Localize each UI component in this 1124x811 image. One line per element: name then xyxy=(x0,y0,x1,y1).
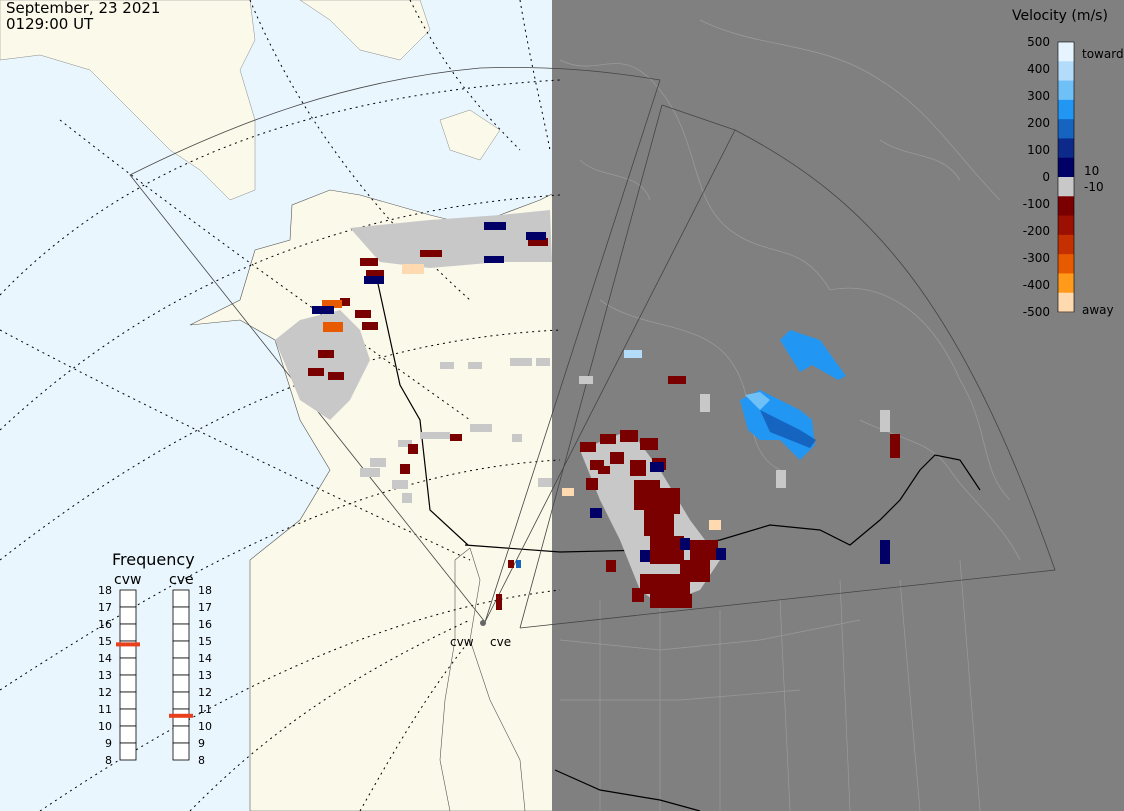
frequency-cell xyxy=(119,691,137,710)
velocity-color-swatch xyxy=(1058,99,1074,120)
frequency-cell xyxy=(119,708,137,727)
velocity-color-swatch xyxy=(1058,119,1074,139)
frequency-tick-left: 13 xyxy=(98,669,112,682)
frequency-tick-right: 9 xyxy=(198,737,205,750)
frequency-cell xyxy=(172,640,190,659)
frequency-radar-label: cvw xyxy=(114,572,141,588)
frequency-cell xyxy=(172,674,190,693)
frequency-tick-right: 8 xyxy=(198,754,205,767)
velocity-tick-label: 200 xyxy=(1027,116,1050,130)
frequency-cell xyxy=(119,725,137,744)
velocity-color-swatch xyxy=(1058,215,1074,236)
velocity-tick-label: 300 xyxy=(1027,89,1050,103)
frequency-cell xyxy=(119,589,137,608)
frequency-cell xyxy=(172,691,190,710)
frequency-tick-left: 8 xyxy=(105,754,112,767)
frequency-cell xyxy=(172,725,190,744)
velocity-color-swatch xyxy=(1058,234,1074,255)
velocity-color-swatch xyxy=(1058,196,1074,217)
frequency-cell xyxy=(172,589,190,608)
velocity-color-swatch xyxy=(1058,80,1074,101)
velocity-color-swatch xyxy=(1058,273,1074,294)
state-borders xyxy=(559,559,981,811)
velocity-legend-title: Velocity (m/s) xyxy=(1012,8,1108,24)
velocity-low-label: 10 xyxy=(1084,164,1099,178)
site-label-cvw: cvw xyxy=(450,635,474,649)
frequency-tick-right: 10 xyxy=(198,720,212,733)
velocity-color-swatch xyxy=(1058,61,1074,82)
southern-border xyxy=(554,769,701,811)
frequency-marker xyxy=(116,642,140,647)
frequency-tick-left: 12 xyxy=(98,686,112,699)
velocity-tick-label: 400 xyxy=(1027,62,1050,76)
frequency-cell xyxy=(172,742,190,761)
frequency-legend: Frequency cvw cve 18 18 17 17 16 16 15 15 14 14 13 13 1… xyxy=(98,550,212,767)
frequency-tick-right: 14 xyxy=(198,652,212,665)
velocity-tick-label: 100 xyxy=(1027,143,1050,157)
radar-site-marker xyxy=(480,620,486,626)
frequency-cell xyxy=(172,606,190,625)
velocity-color-swatch xyxy=(1058,177,1074,197)
frequency-tick-left: 16 xyxy=(98,618,112,631)
velocity-away-cells xyxy=(308,238,900,610)
velocity-tick-label: 0 xyxy=(1042,170,1050,184)
frequency-cell xyxy=(119,623,137,642)
frequency-tick-left: 14 xyxy=(98,652,112,665)
night-terminator xyxy=(552,0,1124,811)
land-arctic-islands xyxy=(299,0,501,161)
frequency-tick-left: 10 xyxy=(98,720,112,733)
velocity-tick-label: -500 xyxy=(1023,305,1050,319)
frequency-cell xyxy=(172,657,190,676)
site-label-cve: cve xyxy=(490,635,512,649)
time-label: 0129:00 UT xyxy=(6,15,94,33)
velocity-color-swatch xyxy=(1058,254,1074,274)
night-coastlines xyxy=(559,19,1021,561)
frequency-tick-left: 17 xyxy=(98,601,112,614)
frequency-tick-left: 11 xyxy=(98,703,112,716)
velocity-toward-label: toward xyxy=(1082,47,1124,61)
frequency-tick-right: 13 xyxy=(198,669,212,682)
frequency-cell xyxy=(119,674,137,693)
velocity-color-swatch xyxy=(1058,292,1074,313)
velocity-away-label: away xyxy=(1082,303,1114,317)
frequency-tick-right: 15 xyxy=(198,635,212,648)
frequency-radar-label: cve xyxy=(169,572,194,588)
date-label: September, 23 2021 xyxy=(6,0,161,17)
velocity-tick-label: -100 xyxy=(1023,197,1050,211)
land-far-north xyxy=(0,0,256,201)
frequency-cell xyxy=(119,606,137,625)
frequency-title: Frequency xyxy=(112,550,195,569)
velocity-tick-label: -200 xyxy=(1023,224,1050,238)
frequency-tick-right: 16 xyxy=(198,618,212,631)
velocity-tick-label: -300 xyxy=(1023,251,1050,265)
frequency-tick-right: 12 xyxy=(198,686,212,699)
velocity-colorbar-frame xyxy=(1057,41,1075,313)
velocity-color-swatch xyxy=(1058,138,1074,159)
land-coast-west xyxy=(439,547,526,811)
frequency-tick-right: 18 xyxy=(198,584,212,597)
velocity-away-cluster xyxy=(580,430,718,608)
graticule xyxy=(0,0,561,811)
velocity-color-swatch xyxy=(1058,157,1074,178)
frequency-tick-left: 18 xyxy=(98,584,112,597)
velocity-color-swatch xyxy=(1058,42,1074,62)
velocity-tick-label: 500 xyxy=(1027,35,1050,49)
frequency-tick-right: 11 xyxy=(198,703,212,716)
velocity-toward-cells xyxy=(312,222,890,568)
alaska-canada-border xyxy=(374,269,469,546)
frequency-tick-right: 17 xyxy=(198,601,212,614)
frequency-marker xyxy=(169,713,193,718)
frequency-tick-left: 9 xyxy=(105,737,112,750)
frequency-cell xyxy=(172,623,190,642)
field-of-view xyxy=(129,67,1056,629)
frequency-cell xyxy=(119,657,137,676)
velocity-tick-label: -400 xyxy=(1023,278,1050,292)
velocity-low-label: -10 xyxy=(1084,180,1104,194)
velocity-legend: Velocity (m/s) 500 400 300 200 100 0 -100 -200 -3… xyxy=(1012,8,1124,319)
frequency-cell xyxy=(119,742,137,761)
frequency-tick-left: 15 xyxy=(98,635,112,648)
